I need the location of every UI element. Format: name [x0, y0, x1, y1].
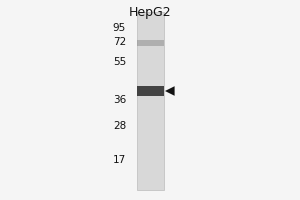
Polygon shape	[165, 86, 175, 96]
Text: HepG2: HepG2	[129, 6, 171, 19]
Text: 72: 72	[113, 37, 126, 47]
Bar	[136, 86, 164, 96]
Text: 36: 36	[113, 95, 126, 105]
Text: 17: 17	[113, 155, 126, 165]
Text: 95: 95	[113, 23, 126, 33]
Bar	[136, 40, 164, 46]
Text: 28: 28	[113, 121, 126, 131]
Text: 55: 55	[113, 57, 126, 67]
Bar	[136, 12, 164, 190]
